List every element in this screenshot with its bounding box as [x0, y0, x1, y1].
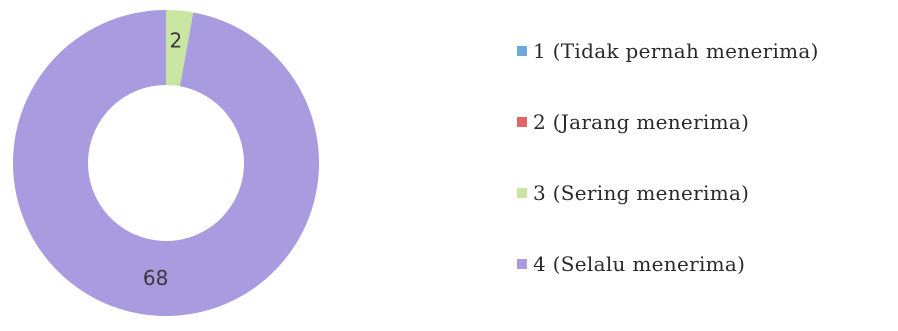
- legend-label-3: 3 (Sering menerima): [533, 181, 750, 205]
- legend-swatch-4: [517, 259, 527, 269]
- legend-swatch-3: [517, 188, 527, 198]
- legend-swatch-1: [517, 46, 527, 56]
- legend-label-4: 4 (Selalu menerima): [533, 252, 746, 276]
- donut-slice-4: [13, 10, 320, 316]
- legend-item-4: 4 (Selalu menerima): [517, 251, 897, 277]
- donut-slices: [13, 10, 320, 316]
- legend-label-1: 1 (Tidak pernah menerima): [533, 39, 819, 63]
- legend-label-2: 2 (Jarang menerima): [533, 110, 750, 134]
- legend-swatch-2: [517, 117, 527, 127]
- donut-slice-3: [166, 10, 194, 87]
- data-label-3: 2: [170, 28, 183, 52]
- chart-legend: 1 (Tidak pernah menerima) 2 (Jarang mener…: [517, 38, 897, 322]
- data-label-4: 68: [143, 266, 168, 290]
- legend-item-3: 3 (Sering menerima): [517, 180, 897, 206]
- legend-item-1: 1 (Tidak pernah menerima): [517, 38, 897, 64]
- donut-data-labels: 2 68: [143, 28, 182, 290]
- legend-item-2: 2 (Jarang menerima): [517, 109, 897, 135]
